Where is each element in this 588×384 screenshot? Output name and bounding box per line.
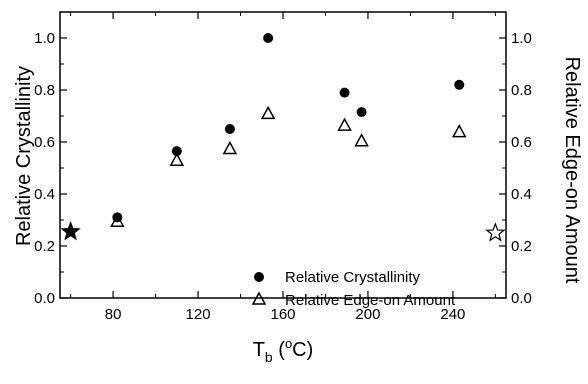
y-tick-label-left: 0.0	[34, 290, 55, 307]
x-axis-title-main: T	[253, 339, 265, 361]
data-point-crystallinity	[171, 146, 182, 157]
data-point-crystallinity	[339, 87, 350, 98]
x-tick-label: 240	[440, 306, 465, 323]
y-tick-label-right: 0.6	[511, 134, 532, 151]
reference-star-filled	[60, 220, 81, 241]
x-axis-title-sub: b	[265, 349, 273, 365]
y-tick-label-right: 1.0	[511, 30, 532, 47]
data-point-crystallinity	[224, 124, 235, 134]
legend-label-crystallinity: Relative Crystallinity	[285, 269, 421, 286]
y-tick-label-right: 0.4	[511, 186, 532, 203]
legend-label-edge-on: Relative Edge-on Amount	[285, 292, 456, 309]
x-axis-title-open: (	[273, 339, 286, 361]
y-axis-title-right: Relative Edge-on Amount	[561, 57, 583, 284]
reference-star-open	[485, 222, 506, 242]
x-axis-title: Tb (oC)	[253, 336, 314, 365]
y-tick-label-right: 0.8	[511, 82, 532, 99]
data-point-edge-on	[222, 140, 238, 155]
data-point-edge-on	[452, 124, 467, 138]
data-point-edge-on	[169, 152, 185, 166]
legend-marker-edge-on	[251, 291, 267, 305]
x-tick-label: 200	[355, 306, 380, 323]
data-point-crystallinity	[454, 79, 465, 90]
y-tick-label-left: 0.2	[34, 238, 55, 255]
x-tick-label: 160	[270, 306, 295, 323]
y-tick-label-right: 0.2	[511, 238, 532, 255]
data-point-crystallinity	[356, 107, 367, 118]
legend-marker-crystallinity	[254, 272, 264, 282]
y-tick-label-left: 0.4	[34, 186, 55, 203]
y-tick-label-left: 0.6	[34, 134, 55, 151]
y-tick-label-left: 1.0	[34, 30, 55, 47]
x-tick-label: 120	[186, 306, 211, 323]
ticks-layer: 80 120 160 200 240 0.0 0.0 0.2 0.2 0.4 0.4 0.6 0.6 0.…	[34, 12, 532, 323]
x-tick-label: 80	[105, 306, 122, 323]
legend: Relative Crystallinity Relative Edge-on …	[251, 269, 456, 309]
x-axis-title-close: C)	[292, 339, 313, 361]
x-axis-title-sup: o	[285, 336, 292, 351]
data-point-edge-on	[354, 133, 369, 147]
data-point-edge-on	[260, 105, 276, 120]
data-point-edge-on	[337, 117, 352, 131]
y-tick-label-right: 0.0	[511, 290, 532, 307]
plot-frame	[59, 11, 507, 299]
y-tick-label-left: 0.8	[34, 82, 55, 99]
data-point-edge-on	[110, 213, 125, 228]
marks-layer	[60, 33, 506, 242]
y-axis-title-left: Relative Crystallinity	[13, 66, 35, 246]
data-point-crystallinity	[263, 33, 274, 43]
